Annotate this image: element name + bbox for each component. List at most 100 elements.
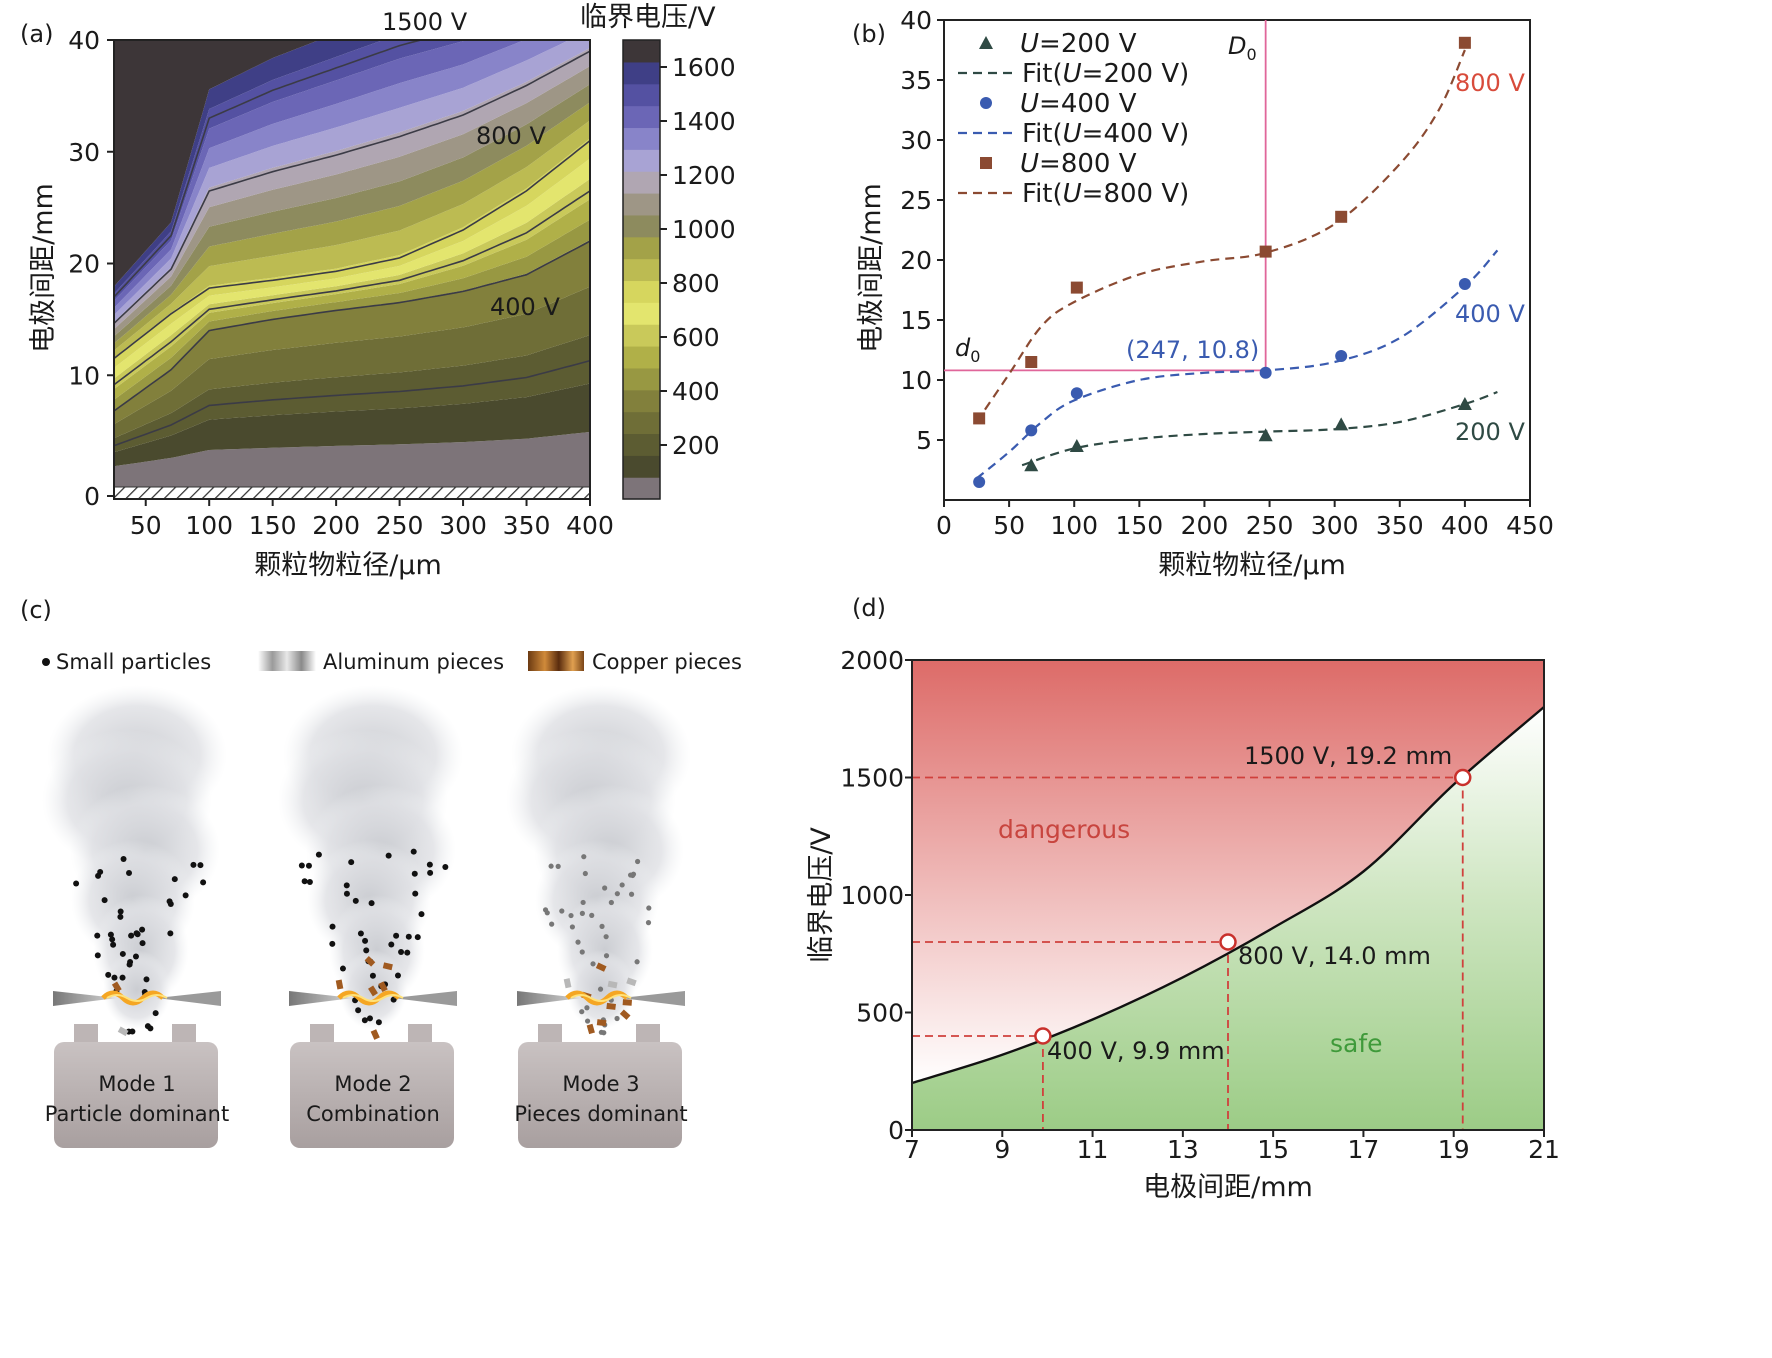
particle-dot (117, 913, 124, 920)
b-ytick-label: 20 (900, 246, 932, 275)
fit-line (1021, 390, 1498, 467)
legend-entry: U=400 V (980, 89, 1137, 119)
colorbar-swatch (623, 214, 660, 238)
particle-dot (111, 974, 118, 981)
particle-dot (619, 882, 625, 888)
panel-d-guide-lines (912, 776, 1464, 1130)
b-ytick-label: 15 (900, 306, 932, 335)
b-xtick-label: 50 (993, 511, 1025, 540)
panel-c-label: (c) (20, 596, 52, 624)
metal-piece (364, 956, 376, 967)
contour-line-400 (114, 240, 590, 412)
contour-band-20 (114, 40, 319, 287)
legend-entry: Fit(U=400 V) (958, 119, 1189, 149)
legend-entry: U=800 V (980, 149, 1137, 179)
colorbar-swatch (623, 105, 660, 129)
particle-dot (601, 1030, 607, 1036)
particle-dot (120, 856, 127, 863)
colorbar-swatch (623, 258, 660, 282)
particle-dot (427, 869, 434, 876)
particle-dot (126, 961, 133, 968)
marker-circle (1335, 350, 1348, 362)
particle-dot (569, 924, 576, 930)
particle-dot (579, 910, 585, 916)
right-electrode (393, 991, 457, 1006)
colorbar-swatch (623, 324, 660, 347)
panel-b-label: (b) (852, 20, 886, 48)
critical-voltage-curve (911, 706, 1545, 1085)
contour-band-0 (114, 431, 590, 487)
particle-dot (582, 870, 588, 877)
aluminum-piece-icon (258, 651, 316, 671)
metal-piece (368, 985, 378, 997)
mode-2-desc: Combination (306, 1102, 440, 1126)
b-ytick-label: 25 (900, 186, 932, 215)
marker-square (1335, 210, 1348, 223)
curve-label-400: 400 V (1455, 300, 1525, 328)
panel-b-y-ticks: 5 10 15 20 25 30 35 40 (900, 6, 944, 455)
particle-dot (608, 899, 614, 906)
contour-band-15 (114, 40, 590, 323)
left-electrode (289, 991, 353, 1006)
particle-dot (442, 863, 449, 870)
a-xtick-label: 400 (566, 511, 614, 540)
metal-piece (622, 999, 632, 1006)
panel-a-x-ticks: 50 100 150 200 250 300 350 400 (130, 499, 614, 540)
particle-dot (603, 953, 610, 959)
particle-dot (414, 934, 421, 941)
metal-piece (586, 1023, 595, 1035)
particle-dot (190, 861, 197, 868)
panel-a-contour-fill (114, 40, 590, 487)
particle-dot (614, 1015, 620, 1022)
b-ytick-label: 40 (900, 6, 932, 35)
cbar-tick-label: 200 (672, 431, 720, 460)
particle-dot (329, 940, 336, 947)
fit-line (975, 249, 1499, 480)
left-electrode (53, 991, 117, 1006)
particle-dot (329, 923, 336, 930)
contour-label-400: 400 V (490, 293, 560, 321)
a-ytick-label: 10 (68, 361, 100, 390)
a-xtick-label: 100 (185, 511, 233, 540)
metal-piece (378, 981, 388, 993)
legend-label: Fit(U=800 V) (1022, 179, 1189, 209)
particle-dot (602, 885, 608, 891)
d-ytick-label: 2000 (840, 646, 904, 675)
particle-dot (101, 897, 108, 904)
particle-dot (412, 890, 419, 897)
cbar-tick-label: 400 (672, 377, 720, 406)
a-ytick-label: 30 (68, 138, 100, 167)
battery-cell (54, 1042, 218, 1148)
particle-dot (579, 949, 585, 955)
particle-dot (107, 931, 114, 938)
particle-dot (581, 854, 587, 860)
colorbar-swatch (623, 40, 660, 63)
particle-dot (339, 965, 346, 972)
panel-b-reference-lines (944, 20, 1267, 372)
mode-3-desc: Pieces dominant (514, 1102, 687, 1126)
marker-triangle (1457, 397, 1472, 410)
arc-core (106, 994, 168, 1002)
marker-circle (973, 476, 986, 488)
particle-dot (143, 976, 150, 983)
colorbar-swatch (623, 236, 660, 260)
curve-label-200: 200 V (1455, 418, 1525, 446)
metal-piece (595, 962, 607, 972)
point-label-800: 800 V, 14.0 mm (1238, 942, 1431, 970)
b-xtick-label: 400 (1441, 511, 1489, 540)
particle-dot (645, 920, 652, 926)
particle-dot (105, 971, 112, 978)
metal-piece (619, 1009, 631, 1020)
mode-1-name: Mode 1 (98, 1072, 175, 1096)
arc-spark (337, 990, 401, 1006)
contour-band-3 (114, 286, 590, 439)
particle-dot (109, 936, 116, 943)
marker-circle (1458, 278, 1471, 290)
arc-spark (101, 990, 165, 1006)
d-xtick-label: 11 (1077, 1135, 1109, 1164)
particle-dot (405, 933, 412, 940)
d-xtick-label: 13 (1167, 1135, 1199, 1164)
particle-dot (559, 908, 565, 914)
panel-d-ylabel: 临界电压/V (806, 827, 837, 963)
particle-dot (385, 852, 392, 859)
